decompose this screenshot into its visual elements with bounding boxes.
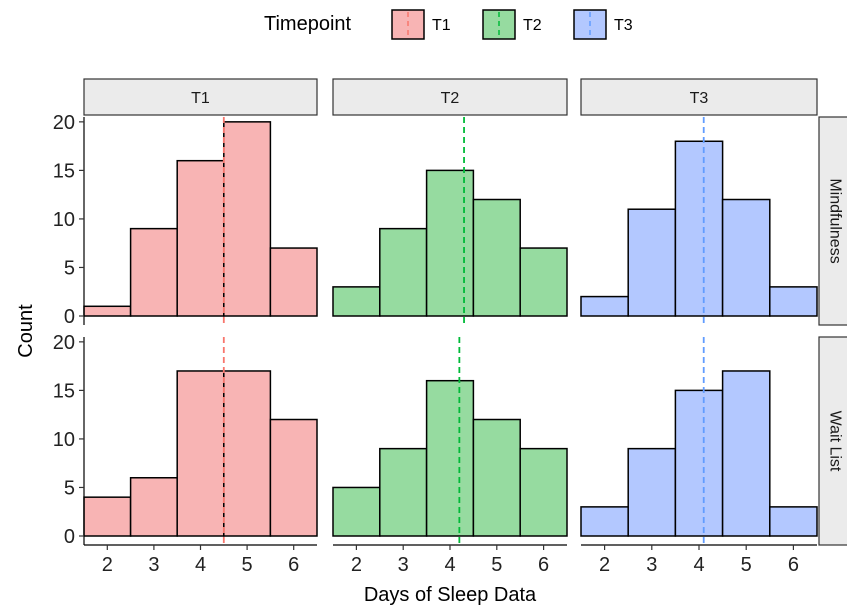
x-tick-label: 6 bbox=[538, 554, 549, 576]
strip-top-t2 bbox=[332, 78, 568, 116]
legend: Timepoint T1 T2 T3 bbox=[264, 9, 633, 40]
histogram-bar bbox=[379, 227, 428, 317]
strip-top-label-t1: T1 bbox=[191, 90, 210, 107]
x-tick-label: 4 bbox=[693, 554, 704, 576]
strip-right-wait-list bbox=[818, 336, 847, 546]
strip-top-label-t2: T2 bbox=[441, 90, 460, 107]
x-tick-label: 5 bbox=[242, 554, 253, 576]
histogram-bar bbox=[129, 227, 178, 317]
histogram-bar bbox=[83, 305, 132, 317]
x-tick-label: 4 bbox=[195, 554, 206, 576]
x-tick-label: 4 bbox=[444, 554, 455, 576]
histogram-bar bbox=[721, 370, 771, 537]
strip-top-t1 bbox=[83, 78, 318, 116]
histogram-bar bbox=[425, 169, 475, 317]
histogram-bar bbox=[580, 506, 629, 537]
y-tick-label: 10 bbox=[53, 429, 75, 451]
x-tick-label: 6 bbox=[288, 554, 299, 576]
panel-mindfulness-t1: 0 5 10 15 20 bbox=[53, 112, 318, 328]
histogram-bar bbox=[519, 247, 568, 317]
histogram-bar bbox=[332, 286, 381, 317]
histogram-bar bbox=[674, 389, 724, 537]
x-tick-label: 2 bbox=[102, 554, 113, 576]
panel-mindfulness-t2 bbox=[332, 117, 568, 325]
strip-right-label-mindfulness: Mindfulness bbox=[827, 178, 844, 263]
y-tick-label: 0 bbox=[64, 526, 75, 548]
y-tick-label: 5 bbox=[64, 477, 75, 499]
legend-label-t3: T3 bbox=[614, 17, 633, 34]
x-tick-label: 2 bbox=[599, 554, 610, 576]
histogram-bar bbox=[472, 418, 521, 537]
strip-right-label-wait-list: Wait List bbox=[827, 411, 844, 472]
histogram-bar bbox=[223, 370, 272, 537]
strip-top-label-t3: T3 bbox=[690, 90, 709, 107]
y-tick-label: 20 bbox=[53, 332, 75, 354]
legend-title: Timepoint bbox=[264, 13, 352, 35]
histogram-bar bbox=[379, 447, 428, 537]
x-axis-title: Days of Sleep Data bbox=[364, 584, 537, 606]
histogram-bar bbox=[627, 208, 677, 317]
x-tick-label: 6 bbox=[788, 554, 799, 576]
panel-wait-list-t3: 2 3 4 5 6 bbox=[580, 337, 818, 576]
panel-wait-list-t2: 2 3 4 5 6 bbox=[332, 337, 568, 576]
x-tick-label: 3 bbox=[398, 554, 409, 576]
histogram-bar bbox=[627, 447, 677, 537]
y-tick-label: 20 bbox=[53, 112, 75, 134]
histogram-bar bbox=[176, 159, 225, 317]
legend-label-t1: T1 bbox=[432, 17, 451, 34]
axes: Days of Sleep Data Count bbox=[15, 304, 537, 606]
panel-wait-list-t1: 0 5 10 15 20 2 3 4 5 6 bbox=[53, 332, 318, 576]
x-tick-label: 5 bbox=[491, 554, 502, 576]
histogram-bar bbox=[674, 140, 724, 317]
strip-right-mindfulness bbox=[818, 116, 847, 326]
x-tick-label: 5 bbox=[741, 554, 752, 576]
x-tick-label: 3 bbox=[646, 554, 657, 576]
histogram-bar bbox=[83, 496, 132, 537]
y-tick-label: 15 bbox=[53, 380, 75, 402]
y-axis-title: Count bbox=[15, 304, 37, 358]
histogram-bar bbox=[269, 247, 318, 317]
y-tick-label: 15 bbox=[53, 160, 75, 182]
facet-strips: T1 T2 T3 Mindfulness Wait List bbox=[83, 78, 847, 546]
panels: 0 5 10 15 20 0 5 10 15 20 2 3 4 5 6 2 3 4 5 6 2 3 4 5 6 bbox=[53, 112, 818, 576]
x-tick-label: 3 bbox=[148, 554, 159, 576]
histogram-bar bbox=[472, 198, 521, 317]
histogram-bar bbox=[769, 286, 818, 317]
histogram-bar bbox=[129, 477, 178, 537]
histogram-bar bbox=[425, 379, 475, 537]
histogram-bar bbox=[519, 447, 568, 537]
y-tick-label: 5 bbox=[64, 257, 75, 279]
y-tick-label: 10 bbox=[53, 209, 75, 231]
y-tick-label: 0 bbox=[64, 306, 75, 328]
panel-mindfulness-t3 bbox=[580, 117, 818, 325]
strip-top-t3 bbox=[580, 78, 818, 116]
histogram-bar bbox=[769, 506, 818, 537]
x-tick-label: 2 bbox=[351, 554, 362, 576]
histogram-bar bbox=[269, 418, 318, 537]
histogram-bar bbox=[332, 486, 381, 537]
histogram-bar bbox=[580, 295, 629, 317]
histogram-bar bbox=[176, 370, 225, 537]
histogram-bar bbox=[721, 198, 771, 317]
histogram-bar bbox=[223, 121, 272, 317]
legend-label-t2: T2 bbox=[523, 17, 542, 34]
